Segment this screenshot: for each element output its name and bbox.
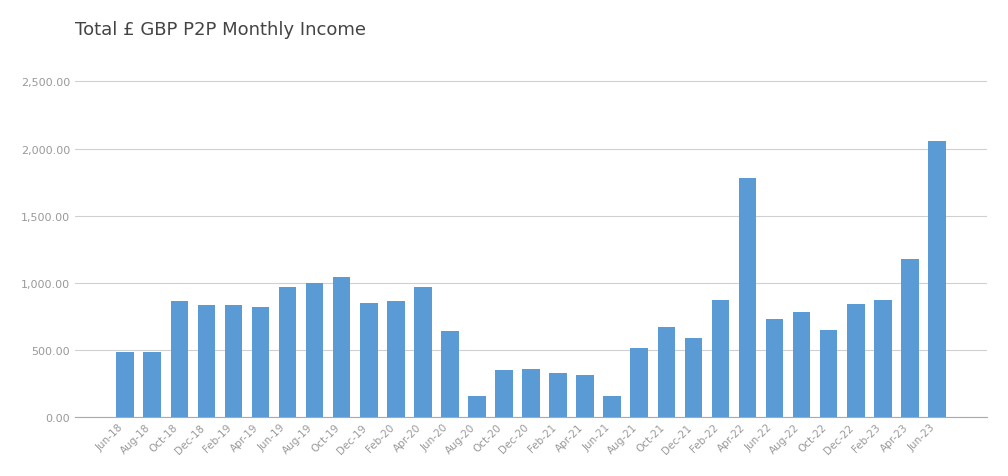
Bar bbox=[225, 306, 242, 417]
Bar bbox=[252, 307, 269, 417]
Bar bbox=[901, 259, 918, 417]
Bar bbox=[143, 353, 161, 417]
Bar bbox=[793, 313, 810, 417]
Bar bbox=[604, 396, 621, 417]
Bar bbox=[442, 331, 459, 417]
Bar bbox=[712, 300, 729, 417]
Bar bbox=[684, 338, 703, 417]
Text: Total £ GBP P2P Monthly Income: Total £ GBP P2P Monthly Income bbox=[75, 21, 366, 39]
Bar bbox=[198, 306, 215, 417]
Bar bbox=[847, 305, 865, 417]
Bar bbox=[279, 287, 296, 417]
Bar bbox=[305, 283, 324, 417]
Bar bbox=[766, 319, 783, 417]
Bar bbox=[549, 373, 566, 417]
Bar bbox=[928, 141, 946, 417]
Bar bbox=[577, 376, 594, 417]
Bar bbox=[360, 303, 378, 417]
Bar bbox=[874, 300, 892, 417]
Bar bbox=[116, 353, 134, 417]
Bar bbox=[414, 287, 431, 417]
Bar bbox=[739, 178, 756, 417]
Bar bbox=[630, 348, 648, 417]
Bar bbox=[820, 330, 838, 417]
Bar bbox=[333, 278, 351, 417]
Bar bbox=[495, 370, 513, 417]
Bar bbox=[522, 369, 540, 417]
Bar bbox=[657, 327, 675, 417]
Bar bbox=[387, 302, 404, 417]
Bar bbox=[170, 302, 188, 417]
Bar bbox=[468, 396, 486, 417]
